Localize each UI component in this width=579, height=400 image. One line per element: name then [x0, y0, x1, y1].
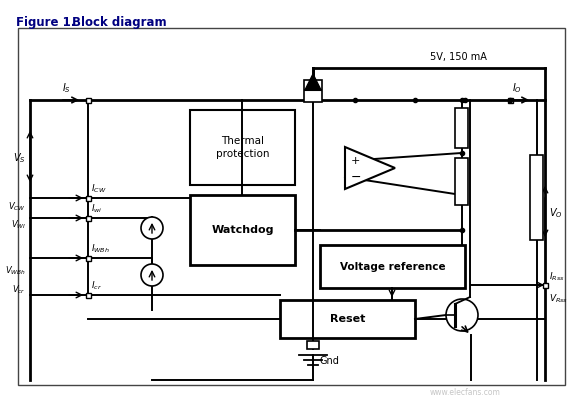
Bar — [190, 110, 295, 185]
Text: $V_O$: $V_O$ — [549, 206, 563, 220]
Bar — [508, 98, 512, 102]
Text: Figure 1.: Figure 1. — [16, 16, 75, 29]
Text: $I_{WBh}$: $I_{WBh}$ — [91, 242, 110, 255]
Text: $V_{WI}$: $V_{WI}$ — [11, 219, 26, 231]
Bar — [86, 216, 90, 220]
Text: $I_O$: $I_O$ — [512, 81, 522, 95]
Bar — [455, 158, 468, 205]
Text: $I_{cr}$: $I_{cr}$ — [91, 280, 102, 292]
Bar — [304, 80, 322, 102]
Bar — [320, 245, 465, 288]
Polygon shape — [345, 147, 395, 189]
Text: −: − — [351, 170, 361, 184]
Text: $V_{CW}$: $V_{CW}$ — [8, 201, 26, 213]
Text: $V_{WBh}$: $V_{WBh}$ — [5, 265, 26, 277]
Text: www.elecfans.com: www.elecfans.com — [430, 388, 501, 397]
Bar — [86, 292, 90, 298]
Text: Thermal
protection: Thermal protection — [216, 136, 269, 159]
Bar — [280, 300, 415, 338]
Text: $I_S$: $I_S$ — [62, 81, 71, 95]
Text: Voltage reference: Voltage reference — [340, 262, 445, 272]
Bar — [18, 28, 565, 385]
Bar — [455, 108, 468, 148]
Text: Block diagram: Block diagram — [72, 16, 167, 29]
Text: $I_{CW}$: $I_{CW}$ — [91, 182, 107, 195]
Bar — [307, 341, 319, 349]
Circle shape — [446, 299, 478, 331]
Bar — [86, 98, 90, 102]
Bar — [86, 256, 90, 260]
Text: +: + — [351, 156, 360, 166]
Text: $I_{wi}$: $I_{wi}$ — [91, 202, 102, 215]
Bar — [86, 196, 90, 200]
Bar — [190, 195, 295, 265]
Text: $V_{Rss}$: $V_{Rss}$ — [549, 293, 568, 305]
Text: Gnd: Gnd — [320, 356, 340, 366]
Circle shape — [141, 217, 163, 239]
Bar — [530, 155, 543, 240]
Bar — [543, 282, 548, 288]
Text: 5V, 150 mA: 5V, 150 mA — [430, 52, 487, 62]
Text: $V_S$: $V_S$ — [13, 151, 26, 165]
Text: Watchdog: Watchdog — [211, 225, 274, 235]
Text: $V_{cr}$: $V_{cr}$ — [12, 284, 26, 296]
Circle shape — [141, 264, 163, 286]
Text: Reset: Reset — [330, 314, 365, 324]
Polygon shape — [305, 74, 321, 90]
Text: $I_{Rss}$: $I_{Rss}$ — [549, 270, 565, 283]
